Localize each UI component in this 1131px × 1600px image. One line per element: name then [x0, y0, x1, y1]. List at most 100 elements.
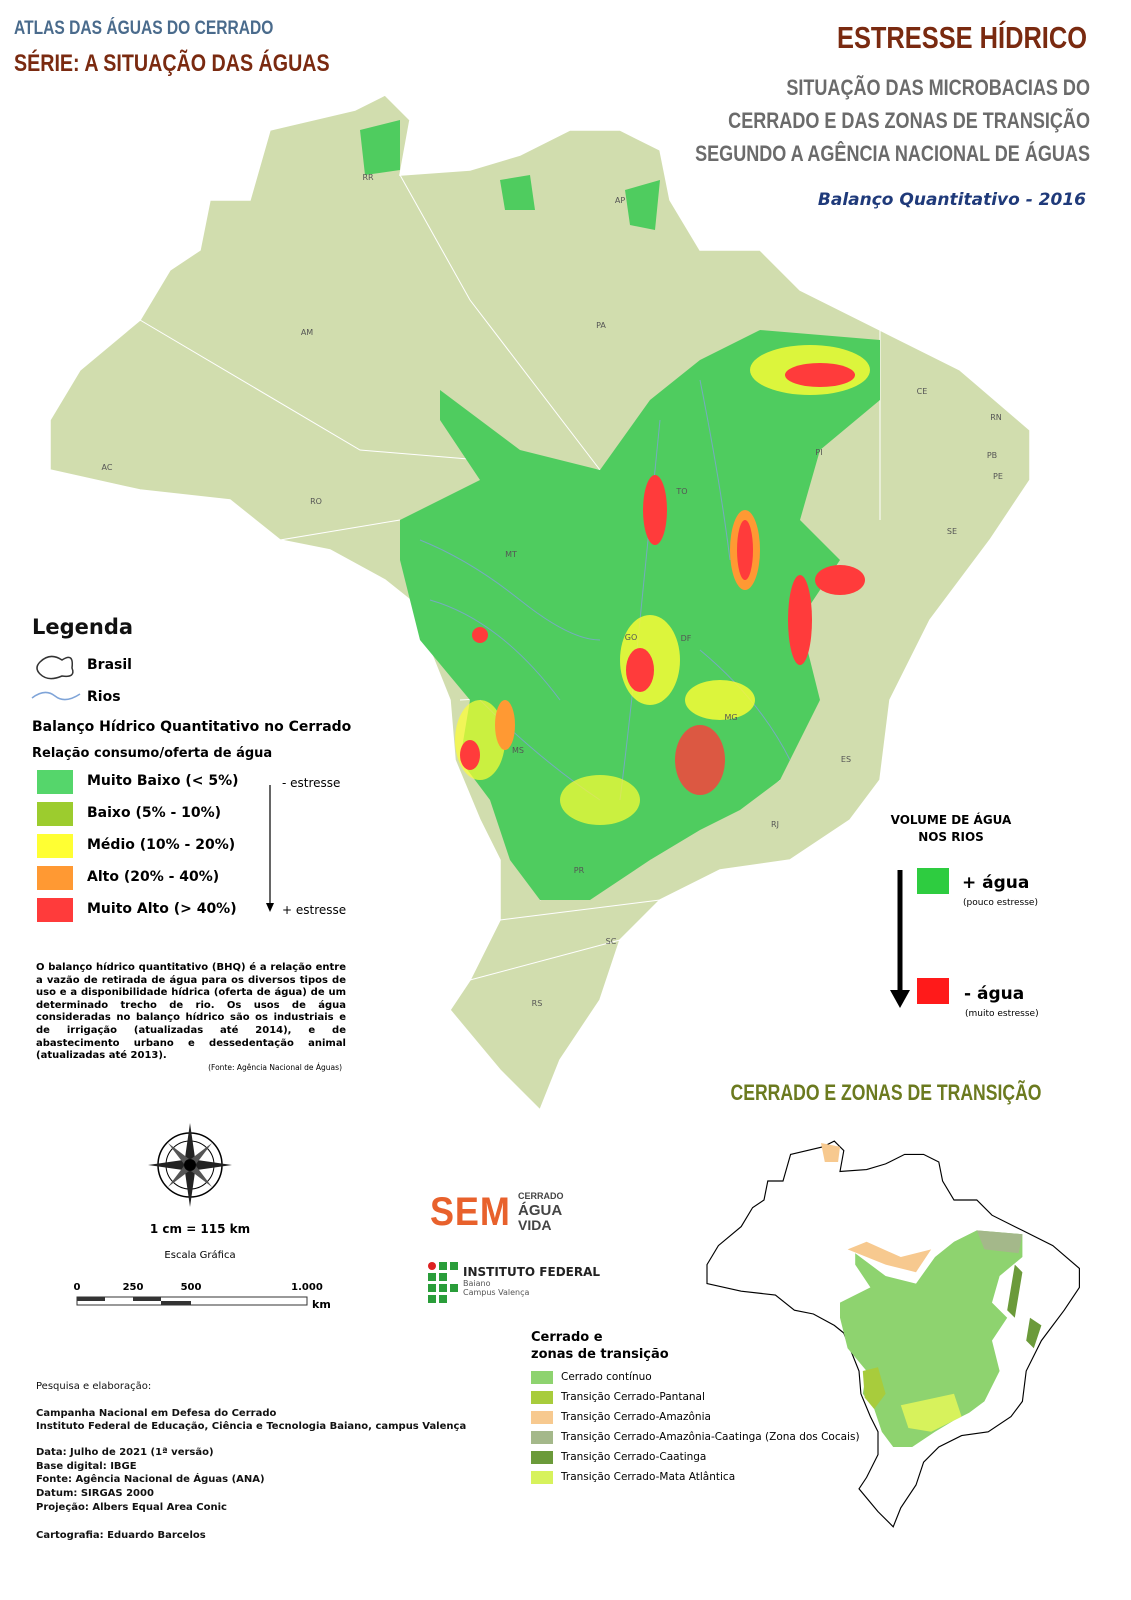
volume-swatch [917, 978, 949, 1004]
scale-tick-label: 250 [122, 1282, 144, 1293]
subtitle-line: SEGUNDO A AGÊNCIA NACIONAL DE ÁGUAS [695, 141, 1090, 166]
legend-section-title: Balanço Hídrico Quantitativo no Cerrado [32, 719, 352, 735]
legend-description: O balanço hídrico quantitativo (BHQ) é a… [36, 962, 346, 1062]
scale-bar [76, 1296, 308, 1306]
state-label: SC [606, 937, 617, 946]
state-label: MG [724, 713, 737, 722]
credit-line: Datum: SIRGAS 2000 [36, 1488, 154, 1499]
credit-line: Instituto Federal de Educação, Ciência e… [36, 1421, 467, 1432]
credit-line: Data: Julho de 2021 (1ª versão) [36, 1447, 214, 1458]
legend-source: (Fonte: Agência Nacional de Águas) [208, 1063, 342, 1072]
series-title: SÉRIE: A SITUAÇÃO DAS ÁGUAS [14, 50, 330, 77]
state-label: PA [596, 321, 606, 330]
more-stress: + estresse [282, 903, 347, 917]
inset-zone [821, 1143, 932, 1273]
legend-swatch [37, 802, 73, 826]
scale-tick-label: 500 [180, 1282, 202, 1293]
brasil-symbol [36, 655, 74, 680]
legend-swatch [37, 834, 73, 858]
state-label: PE [993, 472, 1003, 481]
state-label: PR [574, 866, 585, 875]
volume-title: NOS RIOS [918, 830, 984, 844]
state-label: DF [681, 634, 692, 643]
credit-line: Base digital: IBGE [36, 1461, 137, 1472]
inset-swatch [531, 1451, 553, 1464]
cerrado-patches [360, 120, 660, 230]
inset-class-label: Transição Cerrado-Amazônia-Caatinga (Zon… [561, 1431, 860, 1443]
campus-name: Campus Valença [463, 1288, 530, 1297]
campus-name: Baiano [463, 1279, 491, 1288]
inset-legend-title: Cerrado e [531, 1330, 603, 1345]
volume-less-label: - água [964, 984, 1025, 1004]
volume-title: VOLUME DE ÁGUA [890, 813, 1012, 827]
credit-line: Projeção: Albers Equal Area Conic [36, 1502, 227, 1513]
state-label: SE [947, 527, 957, 536]
state-label: RJ [771, 820, 779, 829]
stress-patches [455, 345, 870, 825]
scale-caption: Escala Gráfica [164, 1250, 236, 1261]
river-symbol [31, 691, 81, 701]
legend-swatch [37, 866, 73, 890]
inset-class-label: Cerrado contínuo [561, 1371, 652, 1383]
state-label: ES [841, 755, 851, 764]
state-label: CE [917, 387, 928, 396]
credit-line: Pesquisa e elaboração: [36, 1381, 152, 1392]
legend-class-label: Baixo (5% - 10%) [87, 805, 222, 821]
inset-swatch [531, 1371, 553, 1384]
compass-rose [148, 1123, 232, 1207]
sem-word: VIDA [518, 1217, 552, 1233]
legend-class-label: Muito Baixo (< 5%) [87, 773, 239, 789]
stress-arrowhead [266, 903, 274, 912]
volume-more-label: + água [962, 873, 1030, 893]
state-label: TO [675, 487, 687, 496]
inset-zone [900, 1393, 962, 1432]
state-label: PI [815, 448, 822, 457]
state-label: AC [102, 463, 113, 472]
inset-swatch [531, 1471, 553, 1484]
legend-relation: Relação consumo/oferta de água [32, 746, 273, 761]
scale-tick-label: 1.000 [291, 1282, 323, 1293]
credit-line: Fonte: Agência Nacional de Águas (ANA) [36, 1474, 265, 1485]
main-title: ESTRESSE HÍDRICO [836, 20, 1087, 55]
inset-class-label: Transição Cerrado-Amazônia [561, 1411, 711, 1423]
sem-word: CERRADO [518, 1191, 564, 1201]
state-label: PB [987, 451, 997, 460]
scale-ratio: 1 cm = 115 km [149, 1222, 251, 1236]
state-label: AM [301, 328, 313, 337]
legend-class-label: Médio (10% - 20%) [87, 837, 236, 853]
scale-tick-label: 0 [73, 1282, 81, 1293]
state-label: RS [532, 999, 543, 1008]
subtitle-line: SITUAÇÃO DAS MICROBACIAS DO [786, 75, 1090, 100]
legend-class-label: Alto (20% - 40%) [87, 869, 220, 885]
inset-swatch [531, 1391, 553, 1404]
inset-zone [1007, 1264, 1042, 1349]
state-label: MT [505, 550, 517, 559]
credit-line: Campanha Nacional em Defesa do Cerrado [36, 1408, 277, 1419]
inset-zone [840, 1230, 1023, 1447]
legend-rios: Rios [87, 689, 121, 705]
inset-class-label: Transição Cerrado-Pantanal [561, 1391, 705, 1403]
legend-title: Legenda [32, 615, 134, 639]
volume-less-note: (muito estresse) [965, 1009, 1039, 1019]
inset-class-label: Transição Cerrado-Mata Atlântica [561, 1471, 736, 1483]
inset-zone [862, 1367, 886, 1409]
state-label: GO [625, 633, 638, 642]
legend-swatch [37, 770, 73, 794]
volume-more-note: (pouco estresse) [963, 898, 1038, 908]
inset-zone [976, 1230, 1023, 1254]
inset-class-label: Transição Cerrado-Caatinga [561, 1451, 707, 1463]
state-label: RN [990, 413, 1002, 422]
state-label: AP [615, 196, 625, 205]
volume-arrowhead [890, 990, 910, 1008]
legend-class-label: Muito Alto (> 40%) [87, 901, 237, 917]
legend-brasil: Brasil [87, 657, 132, 673]
sem-logo: SEM [430, 1190, 511, 1234]
if-logo [428, 1262, 458, 1303]
state-label: RR [362, 173, 374, 182]
scale-unit: km [312, 1298, 331, 1311]
credit-line: Cartografia: Eduardo Barcelos [36, 1530, 206, 1541]
less-stress: - estresse [282, 776, 341, 790]
legend-swatch [37, 898, 73, 922]
sem-word: ÁGUA [518, 1202, 563, 1219]
